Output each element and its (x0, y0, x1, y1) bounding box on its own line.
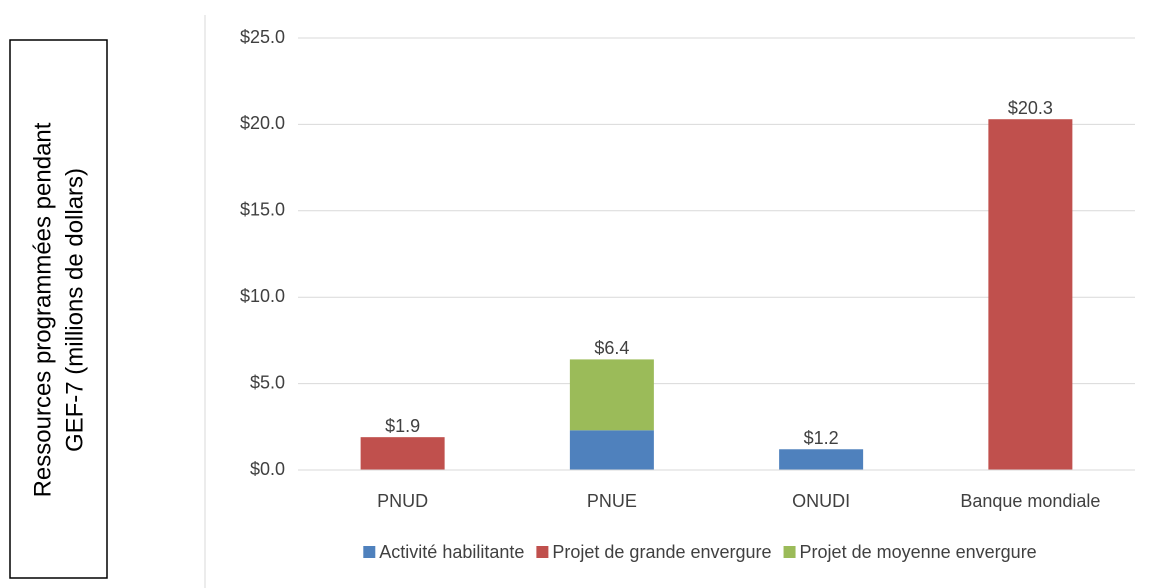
y-label-box (9, 39, 108, 579)
bar-segment (988, 119, 1073, 470)
legend-swatch (536, 546, 549, 558)
bar-segment (360, 437, 445, 470)
y-tick-label: $10.0 (240, 286, 285, 306)
bar-segment (779, 449, 864, 470)
y-label-group: Ressources programmées pendant (29, 122, 56, 497)
x-tick-label: Banque mondiale (960, 491, 1100, 511)
y-tick-label: $5.0 (250, 372, 285, 392)
y-label-group: GEF-7 (millions de dollars) (61, 168, 88, 452)
legend-label: Projet de grande envergure (552, 542, 771, 562)
total-label: $6.4 (594, 338, 629, 358)
legend-label: Activité habilitante (379, 542, 524, 562)
x-tick-label: ONUDI (792, 491, 850, 511)
total-label: $1.9 (385, 416, 420, 436)
y-axis-label: Ressources programmées pendant (29, 122, 56, 497)
bar-segment (569, 359, 654, 431)
legend-swatch (363, 546, 376, 558)
x-tick-label: PNUE (587, 491, 637, 511)
x-tick-label: PNUD (377, 491, 428, 511)
y-tick-label: $0.0 (250, 459, 285, 479)
total-label: $1.2 (804, 428, 839, 448)
bar-segment (569, 430, 654, 470)
legend-swatch (783, 546, 796, 558)
y-tick-label: $20.0 (240, 113, 285, 133)
y-tick-label: $25.0 (240, 27, 285, 47)
legend-label: Projet de moyenne envergure (800, 542, 1037, 562)
y-axis-label: GEF-7 (millions de dollars) (61, 168, 88, 452)
total-label: $20.3 (1008, 98, 1053, 118)
y-tick-label: $15.0 (240, 200, 285, 220)
